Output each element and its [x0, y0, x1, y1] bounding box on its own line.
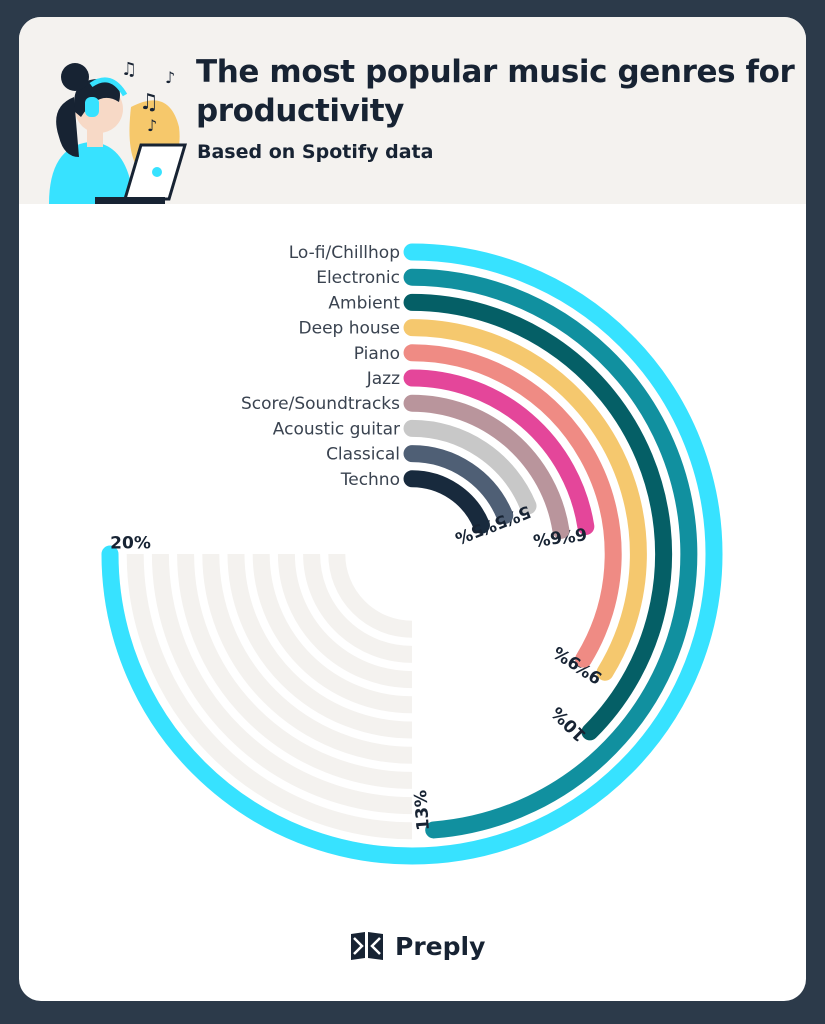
track-ring — [126, 553, 413, 840]
svg-text:♪: ♪ — [147, 116, 157, 135]
person-with-headphones-icon: ♫ ♫ ♪ ♪ — [49, 59, 188, 204]
track-ring — [151, 553, 413, 815]
value-label: 13% — [411, 789, 434, 831]
svg-text:♫: ♫ — [139, 90, 159, 115]
value-label: 6% — [532, 526, 564, 550]
track-ring — [177, 553, 413, 789]
header: ♫ ♫ ♪ ♪ The most popular music genres fo… — [19, 17, 806, 204]
track-ring — [328, 553, 413, 638]
category-label: Acoustic guitar — [273, 419, 400, 439]
bar-score-soundtracks — [403, 394, 570, 539]
value-label: 20% — [110, 533, 151, 553]
track-ring — [277, 553, 413, 689]
value-label: 5% — [452, 518, 486, 548]
bar-techno — [403, 470, 490, 534]
category-label: Jazz — [366, 369, 400, 389]
radial-bar-chart: Lo-fi/Chillhop 20% Electronic 13% Ambient 10%… — [101, 243, 723, 865]
svg-text:♪: ♪ — [165, 68, 175, 87]
category-label: Classical — [326, 445, 400, 465]
track-ring — [252, 553, 413, 714]
category-label: Electronic — [316, 268, 400, 288]
track-ring — [202, 553, 413, 764]
page-subtitle: Based on Spotify data — [197, 141, 434, 163]
bar-lo-fi-chillhop — [101, 243, 723, 865]
bar-electronic — [403, 268, 698, 839]
bar-piano — [403, 344, 622, 668]
track-ring — [227, 553, 413, 739]
bar-acoustic-guitar — [403, 419, 537, 515]
bar-ambient — [403, 293, 673, 741]
bar-jazz — [403, 369, 595, 535]
brand-name: Preply — [395, 931, 486, 961]
category-label: Deep house — [299, 319, 400, 339]
category-label: Techno — [340, 470, 400, 490]
brand-logo: Preply — [349, 927, 485, 965]
preply-logo-icon — [351, 932, 383, 960]
bar-classical — [403, 445, 514, 525]
category-label: Lo-fi/Chillhop — [289, 243, 400, 263]
track-ring — [303, 553, 413, 663]
infographic-card: ♫ ♫ ♪ ♪ The most popular music genres fo… — [19, 17, 806, 1001]
category-label: Score/Soundtracks — [241, 394, 400, 414]
page-title: The most popular music genres for produc… — [196, 54, 795, 129]
svg-text:♫: ♫ — [121, 59, 137, 80]
category-label: Ambient — [328, 293, 400, 313]
value-label: 10% — [548, 702, 591, 745]
bar-deep-house — [403, 319, 647, 681]
category-label: Piano — [354, 344, 400, 364]
